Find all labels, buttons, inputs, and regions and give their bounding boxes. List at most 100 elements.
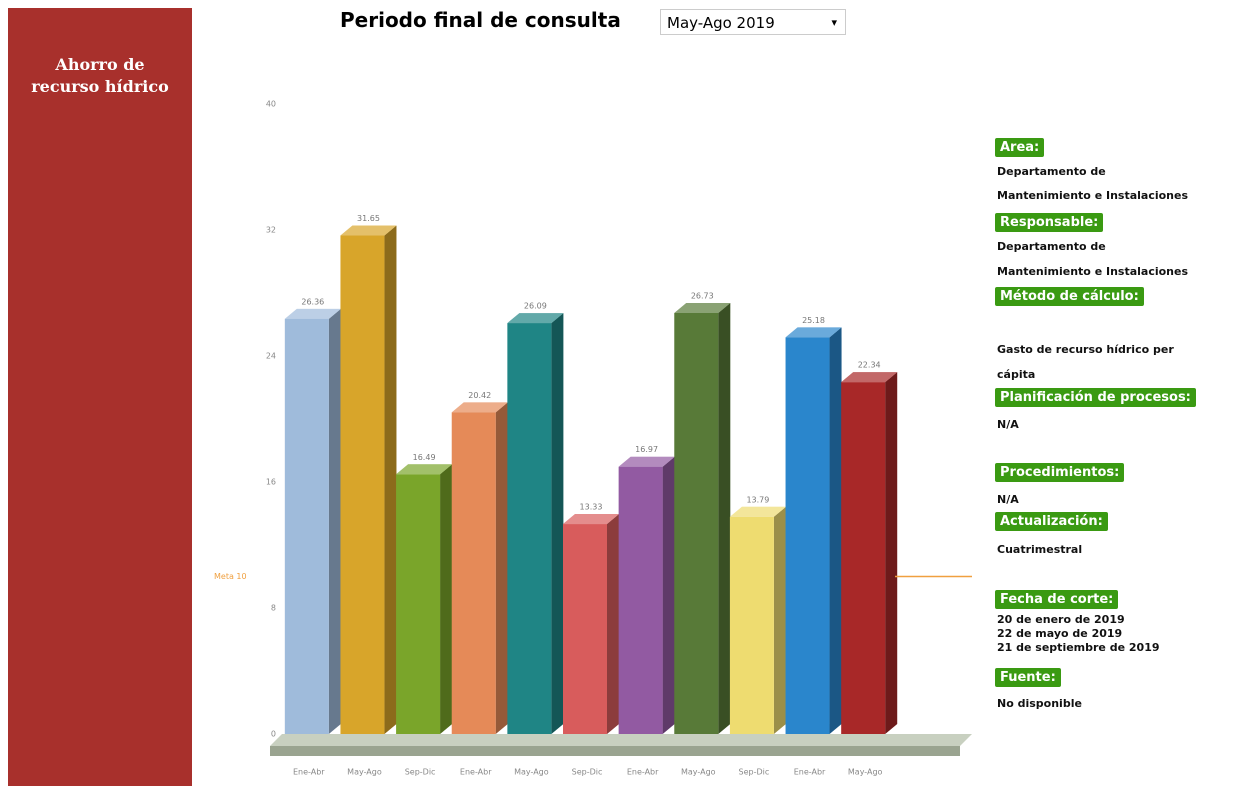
info-text: 22 de mayo de 2019 bbox=[997, 627, 1123, 640]
bar-side bbox=[773, 506, 786, 734]
bar-side bbox=[440, 464, 453, 734]
bar-top-shade bbox=[563, 514, 619, 525]
bar-top bbox=[674, 303, 731, 314]
value-label: 26.36 bbox=[301, 297, 324, 306]
bar-top bbox=[618, 456, 675, 467]
bar-side-shade bbox=[384, 225, 397, 734]
info-text: Mantenimiento e Instalaciones bbox=[997, 189, 1189, 202]
bar-top-shade bbox=[674, 303, 731, 314]
y-tick-label: 0 bbox=[271, 730, 276, 739]
x-tick-label: May-Ago bbox=[681, 768, 716, 777]
bar-side-shade bbox=[328, 308, 341, 734]
value-label: 16.97 bbox=[635, 445, 658, 454]
bar-top-shade bbox=[841, 372, 898, 383]
period-select[interactable]: May-Ago 2019 bbox=[660, 9, 846, 36]
value-label: 25.18 bbox=[802, 316, 825, 325]
x-tick-label: Ene-Abr bbox=[460, 768, 492, 777]
info-label: Método de cálculo: bbox=[995, 287, 1144, 306]
bar bbox=[451, 412, 496, 734]
bar-side-shade bbox=[718, 303, 731, 734]
sidebar: Ahorro de recurso hídrico bbox=[8, 8, 192, 786]
bar-top bbox=[563, 514, 619, 525]
meta-label: Meta 10 bbox=[214, 572, 247, 581]
info-text: N/A bbox=[997, 418, 1019, 431]
bar-top bbox=[841, 372, 898, 383]
bar-side-shade bbox=[607, 514, 619, 734]
bar bbox=[785, 337, 830, 734]
x-tick-label: Ene-Abr bbox=[627, 768, 659, 777]
y-tick-label: 40 bbox=[266, 100, 276, 109]
x-tick-label: Ene-Abr bbox=[293, 768, 325, 777]
info-label: Responsable: bbox=[995, 213, 1104, 232]
bar bbox=[618, 466, 663, 734]
bar bbox=[841, 382, 886, 734]
bar bbox=[507, 323, 552, 734]
info-label: Procedimientos: bbox=[995, 463, 1125, 482]
bar-top-shade bbox=[396, 464, 453, 475]
y-tick-label: 24 bbox=[266, 352, 276, 361]
y-tick-label: 8 bbox=[271, 604, 276, 613]
bar-top bbox=[340, 225, 397, 236]
bar bbox=[729, 516, 774, 734]
bar-side-shade bbox=[440, 464, 453, 734]
y-tick-label: 16 bbox=[266, 478, 276, 487]
value-label: 26.09 bbox=[524, 302, 547, 311]
bar-top-shade bbox=[618, 456, 675, 467]
x-tick-label: Sep-Dic bbox=[739, 768, 770, 777]
bar-side-shade bbox=[662, 456, 675, 734]
bar-side bbox=[607, 514, 619, 734]
info-text: Departamento de bbox=[997, 240, 1106, 253]
info-label: Planificación de procesos: bbox=[995, 388, 1196, 407]
floor bbox=[270, 734, 972, 746]
bar-side bbox=[495, 402, 508, 734]
info-label: Area: bbox=[995, 138, 1045, 157]
x-tick-label: May-Ago bbox=[514, 768, 549, 777]
bar-side bbox=[328, 308, 341, 734]
bar-side bbox=[551, 313, 564, 734]
value-label: 13.79 bbox=[746, 495, 769, 504]
info-label: Fecha de corte: bbox=[995, 590, 1119, 609]
bar-side bbox=[718, 303, 731, 734]
bar-side-shade bbox=[495, 402, 508, 734]
bar bbox=[396, 474, 441, 734]
info-text: N/A bbox=[997, 493, 1019, 506]
bar-top-shade bbox=[451, 402, 508, 413]
value-label: 16.49 bbox=[413, 453, 436, 462]
info-text: Gasto de recurso hídrico per bbox=[997, 343, 1174, 356]
bar-side-shade bbox=[885, 372, 898, 734]
bar-top-shade bbox=[729, 506, 786, 517]
bar-top-shade bbox=[340, 225, 397, 236]
info-label: Fuente: bbox=[995, 668, 1061, 687]
bar bbox=[284, 318, 329, 734]
value-label: 20.42 bbox=[468, 391, 491, 400]
bar-top-shade bbox=[507, 313, 564, 324]
x-tick-label: Sep-Dic bbox=[405, 768, 436, 777]
info-text: 21 de septiembre de 2019 bbox=[997, 641, 1160, 654]
bar bbox=[563, 524, 607, 734]
period-label: Periodo final de consulta bbox=[340, 8, 621, 32]
info-text: Mantenimiento e Instalaciones bbox=[997, 265, 1189, 278]
bar-top-shade bbox=[284, 308, 341, 319]
x-tick-label: May-Ago bbox=[347, 768, 382, 777]
value-label: 13.33 bbox=[580, 503, 603, 512]
y-tick-label: 32 bbox=[266, 226, 276, 235]
info-text: Cuatrimestral bbox=[997, 543, 1083, 556]
bar-top-shade bbox=[785, 327, 842, 338]
bar-top bbox=[507, 313, 564, 324]
bar-side bbox=[885, 372, 898, 734]
sidebar-title: recurso hídrico bbox=[31, 77, 169, 96]
bar-side-shade bbox=[829, 327, 842, 734]
info-label: Actualización: bbox=[995, 512, 1108, 531]
x-tick-label: May-Ago bbox=[848, 768, 883, 777]
bar-top bbox=[729, 506, 786, 517]
value-label: 22.34 bbox=[858, 361, 881, 370]
bar-side bbox=[829, 327, 842, 734]
bar-top bbox=[785, 327, 842, 338]
info-text: Departamento de bbox=[997, 165, 1106, 178]
sidebar-title: Ahorro de bbox=[55, 55, 145, 74]
x-tick-label: Sep-Dic bbox=[572, 768, 603, 777]
bar bbox=[340, 235, 385, 734]
info-text: cápita bbox=[997, 368, 1036, 381]
value-label: 31.65 bbox=[357, 214, 380, 223]
